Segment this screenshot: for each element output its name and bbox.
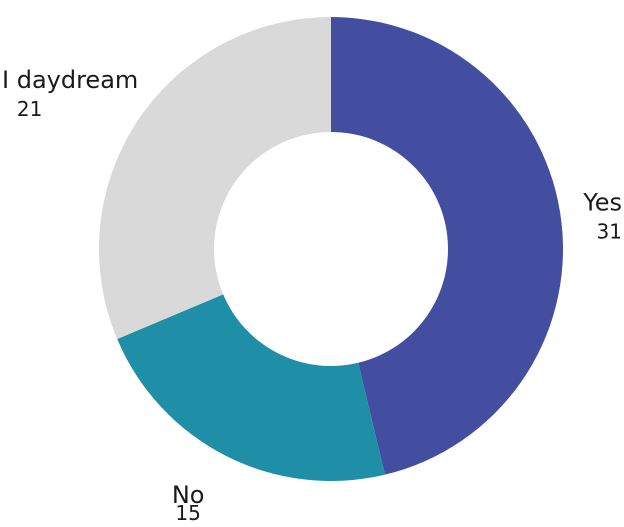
donut-slices <box>98 17 563 481</box>
slice-value-i-daydream: 21 <box>17 97 42 121</box>
slice-label-yes: Yes <box>582 188 622 216</box>
slice-value-yes: 31 <box>597 219 622 243</box>
slice-label-i-daydream: I daydream <box>2 66 138 94</box>
slice-label-no: No <box>172 481 205 509</box>
slice-i-daydream <box>98 17 331 340</box>
slice-value-no: 15 <box>175 501 200 525</box>
slice-yes <box>331 17 563 475</box>
slice-no <box>117 294 385 481</box>
